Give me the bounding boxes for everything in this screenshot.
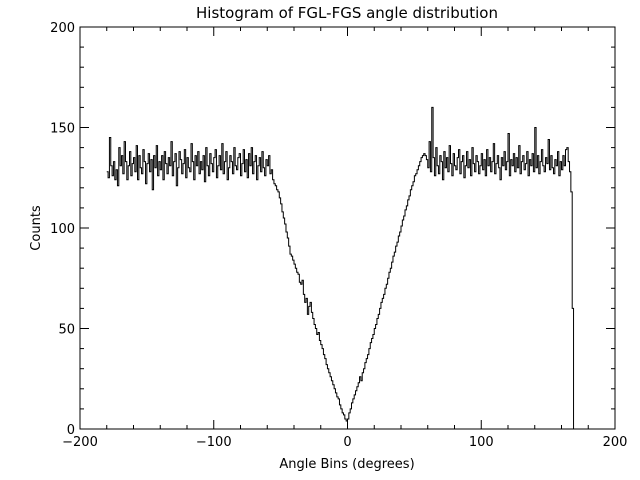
x-tick-label: 200 [603,435,628,450]
series-layer [106,106,575,430]
x-tick-label: −100 [196,435,232,450]
y-tick-label: 200 [50,21,75,36]
y-tick-label: 150 [50,122,75,137]
x-axis-title: Angle Bins (degrees) [279,457,414,472]
x-axis: −200 −100 0 100 200 [62,27,627,450]
x-tick-label: −200 [62,435,98,450]
x-tick-label: 0 [343,435,351,450]
y-tick-label: 100 [50,222,75,237]
y-tick-label: 0 [67,423,75,438]
chart-title: Histogram of FGL-FGS angle distribution [196,4,498,22]
histogram-series-line [106,106,575,430]
y-tick-label: 50 [58,323,75,338]
x-tick-label: 100 [469,435,494,450]
y-axis-title: Counts [29,205,44,251]
y-axis: 0 50 100 150 200 [50,21,615,438]
